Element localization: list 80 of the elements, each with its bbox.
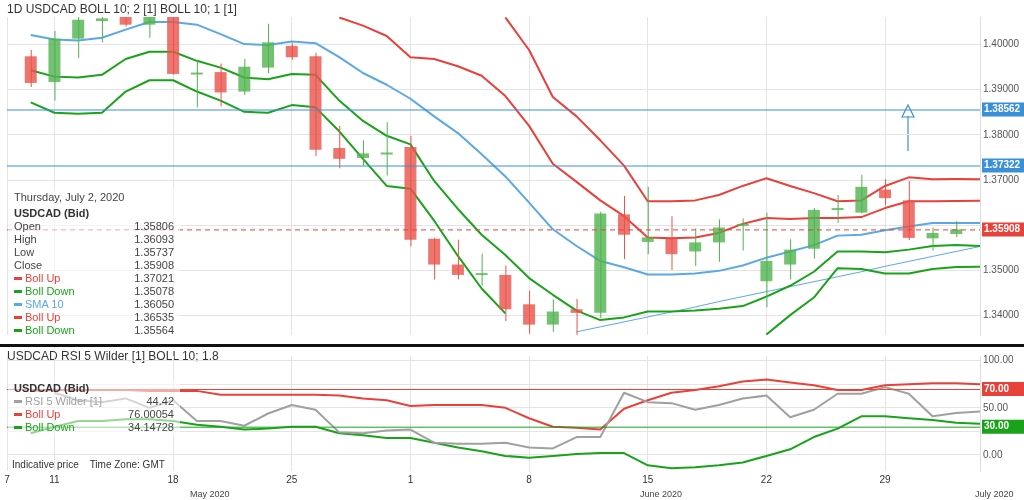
annotation: 1.35078 [134,285,174,298]
annotation: USDCAD (Bid) [14,382,91,395]
candlestick [665,215,678,271]
candlestick [356,139,369,167]
candlestick [451,239,464,280]
annotation: High [14,233,37,246]
candlestick [712,218,725,263]
y-tick-label: 1.40000 [983,38,1020,50]
legend-label: Boll Up [25,311,61,324]
annotation: 34.14728 [128,421,174,434]
annotation: Low [14,246,35,259]
x-tick-label: 1 [407,473,414,485]
ref-line-label: 1.35908 [984,223,1021,235]
y-tick-label: 1.37000 [983,173,1020,185]
y-tick-label: 50.00 [983,401,1009,413]
legend-label: Boll Up [25,408,61,421]
candlestick [475,253,488,287]
candlestick [760,212,773,308]
annotation: 1.36093 [134,233,174,246]
ref-line-label: 70.00 [984,382,1010,394]
chart-title: USDCAD RSI 5 Wilder [1] BOLL 10; 1.8 [6,349,220,363]
ref-line-label: 1.38562 [984,103,1021,115]
x-tick-label: 7 [4,473,11,485]
ref-line-label: 30.00 [984,420,1010,432]
candlestick [333,125,346,169]
annotation: 1.36535 [134,311,174,324]
x-tick-label: 8 [526,473,533,485]
annotation: 1.35908 [134,259,174,272]
legend-label: Boll Down [25,324,75,337]
x-tick-label: 29 [879,473,892,485]
legend-label: Boll Down [25,421,75,434]
annotation: Thursday, July 2, 2020 [14,191,126,204]
annotation: 1.35564 [134,324,174,337]
y-tick-label: 1.35000 [983,264,1020,276]
ref-line-label: 1.37322 [984,159,1021,171]
legend-label: SMA 10 [25,298,64,311]
candlestick [143,17,156,39]
annotation: 44.42 [146,395,174,408]
x-tick-label: 15 [642,473,654,485]
candlestick [570,298,583,335]
x-tick-label: 22 [760,473,773,485]
y-tick-label: 100.00 [983,354,1015,366]
annotation: 76.00054 [128,408,174,421]
candlestick [72,17,85,59]
x-tick-label: 25 [286,473,298,485]
y-tick-label: 1.38000 [983,128,1020,140]
legend-label: Boll Up [25,272,61,285]
annotation: 1.35737 [134,246,174,259]
y-tick-label: 1.39000 [983,83,1020,95]
annotation: 1.35806 [134,220,174,233]
candlestick [214,63,227,107]
annotation: 1.36050 [134,298,174,311]
legend-label: Boll Down [25,285,75,298]
y-tick-label: 0.00 [983,448,1003,460]
text: May 2020 [190,489,230,499]
candlestick [380,121,393,177]
annotation: 1.37021 [134,272,174,285]
chart-title: 1D USDCAD BOLL 10; 2 [1] BOLL 10; 1 [1] [6,2,238,16]
candlestick [736,217,749,252]
candlestick [523,290,536,335]
annotation: Open [14,220,41,233]
candlestick [95,17,108,43]
candlestick [618,195,631,260]
y-tick-label: 1.34000 [983,309,1020,321]
candlestick [190,60,203,108]
candlestick [784,238,797,280]
x-tick-label: 18 [167,473,180,485]
x-tick-label: 11 [49,473,61,485]
candlestick [926,226,939,252]
text: June 2020 [640,489,683,499]
annotation: Close [14,259,43,272]
text: Indicative price Time Zone: GMT [12,459,165,470]
candlestick [879,178,892,206]
candlestick [546,298,559,333]
candlestick [831,194,844,224]
candlestick [689,227,702,267]
annotation: USDCAD (Bid) [14,207,91,220]
legend-label: RSI 5 Wilder [1] [25,395,103,408]
candlestick [641,186,654,255]
text: July 2020 [975,489,1014,499]
